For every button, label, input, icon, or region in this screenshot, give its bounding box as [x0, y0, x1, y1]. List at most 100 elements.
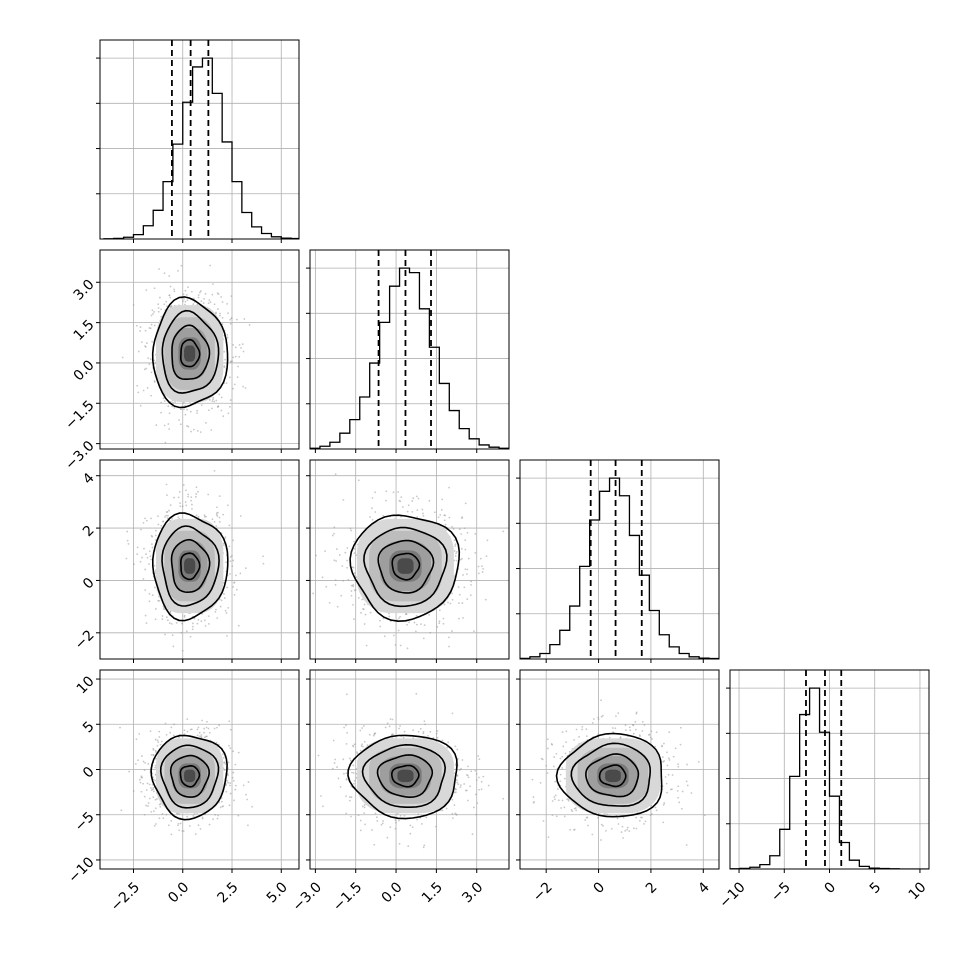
scatter-point [152, 778, 155, 781]
scatter-point [169, 610, 172, 613]
scatter-point [452, 528, 455, 530]
y-tick-label-2-3: 4 [80, 470, 98, 488]
scatter-point [407, 504, 410, 507]
scatter-point [153, 287, 156, 290]
scatter-point [147, 805, 149, 807]
scatter-point [409, 824, 412, 827]
scatter-point [394, 644, 397, 646]
scatter-point [186, 730, 189, 733]
scatter-point [136, 546, 139, 549]
scatter-point [229, 560, 232, 563]
histogram-1 [310, 267, 509, 449]
scatter-point [232, 387, 234, 390]
histogram-2 [520, 477, 719, 659]
scatter-point [368, 733, 371, 736]
scatter-point [408, 621, 410, 624]
scatter-point [425, 816, 428, 819]
scatter-point [481, 571, 484, 573]
scatter-point [399, 615, 401, 618]
scatter-point [215, 741, 218, 744]
scatter-point [164, 722, 167, 725]
scatter-point [235, 588, 238, 591]
scatter-point [354, 588, 357, 591]
scatter-point [561, 755, 564, 758]
scatter-point [469, 594, 472, 597]
scatter-point [226, 504, 229, 507]
scatter-point [212, 283, 214, 286]
scatter-point [563, 815, 566, 818]
scatter-point [183, 733, 186, 736]
contour-2-1-3 [349, 514, 461, 623]
scatter-point [223, 350, 226, 353]
scatter-point [221, 323, 224, 325]
scatter-point [209, 264, 212, 267]
scatter-point [157, 741, 160, 744]
scatter-point [211, 293, 214, 296]
scatter-point [207, 615, 210, 618]
scatter-point [197, 296, 200, 299]
scatter-point [411, 500, 414, 502]
scatter-point [409, 832, 412, 835]
scatter-point [142, 760, 145, 763]
scatter-point [200, 736, 203, 738]
scatter-point [139, 330, 142, 332]
scatter-point [453, 539, 456, 542]
scatter-point [562, 745, 565, 748]
scatter-point [355, 576, 357, 579]
scatter-point [450, 630, 453, 632]
scatter-point [184, 300, 187, 303]
scatter-point [228, 405, 231, 408]
scatter-point [442, 622, 445, 625]
scatter-point [241, 343, 244, 346]
density-block-2-0-4 [184, 558, 196, 574]
scatter-point [360, 611, 362, 614]
scatter-point [459, 784, 462, 787]
scatter-point [156, 739, 159, 742]
panel-frame-2-2 [519, 459, 720, 660]
scatter-point [137, 350, 140, 353]
scatter-point [177, 269, 179, 272]
scatter-point [219, 806, 222, 809]
density-block-2-1-4 [397, 558, 414, 574]
scatter-point [144, 345, 146, 347]
scatter-point [233, 593, 236, 596]
scatter-point [352, 584, 355, 586]
scatter-point [402, 736, 405, 739]
scatter-point [226, 779, 229, 782]
scatter-point [235, 318, 238, 321]
scatter-point [200, 620, 203, 623]
scatter-point [247, 824, 249, 827]
scatter-point [423, 624, 426, 627]
scatter-point [154, 738, 157, 741]
scatter-point [203, 297, 206, 300]
scatter-point [167, 824, 170, 827]
scatter-point [207, 409, 210, 412]
scatter-point [165, 511, 168, 514]
scatter-point [224, 609, 227, 612]
scatter-point [227, 781, 229, 784]
scatter-point [455, 550, 458, 553]
scatter-point [357, 479, 360, 482]
scatter-point [345, 742, 348, 745]
scatter-point [348, 796, 351, 798]
scatter-point [153, 790, 155, 793]
pair-panel-3-0 [96, 669, 300, 873]
scatter-point [369, 516, 371, 518]
scatter-point [121, 356, 124, 359]
scatter-point [422, 732, 425, 735]
scatter-point [148, 783, 151, 786]
scatter-point [470, 583, 472, 586]
scatter-point [371, 829, 373, 831]
scatter-point [140, 528, 142, 531]
x-tick-label-1-1: −1.5 [330, 879, 365, 914]
scatter-point [394, 827, 397, 830]
scatter-point [157, 515, 159, 517]
scatter-point [196, 429, 199, 432]
scatter-point [363, 603, 366, 606]
scatter-point [208, 731, 211, 734]
scatter-point [173, 288, 176, 291]
scatter-point [213, 469, 216, 472]
scatter-point [195, 486, 198, 489]
scatter-point [232, 343, 235, 346]
